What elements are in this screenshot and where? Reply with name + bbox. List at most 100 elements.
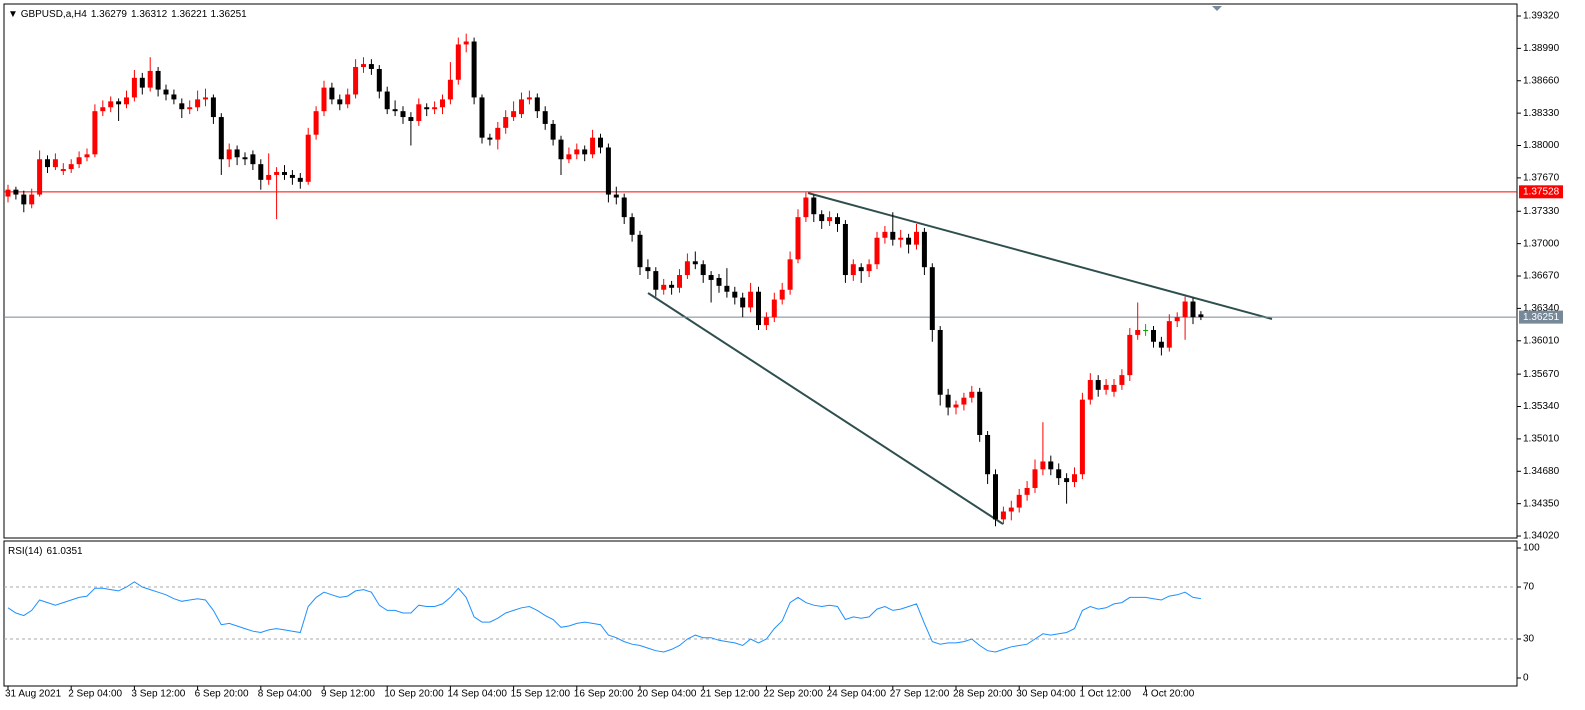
rsi-header: RSI(14) 61.0351 [8, 546, 83, 557]
candle-body [890, 231, 896, 240]
x-tick-label: 14 Sep 04:00 [447, 689, 507, 700]
rsi-title: RSI(14) [8, 546, 42, 557]
candle-body [487, 137, 493, 140]
candle-body [384, 91, 390, 110]
candle-body [424, 107, 430, 110]
y-tick-label: 1.37000 [1523, 238, 1560, 249]
candle-body [92, 111, 98, 155]
candle-body [811, 197, 817, 215]
candle-body [266, 174, 272, 180]
candle-body [969, 391, 975, 398]
candle-body [779, 289, 785, 300]
candle-body [45, 159, 50, 168]
symbol: GBPUSD,a,H4 [21, 9, 88, 20]
x-tick-label: 28 Sep 20:00 [953, 689, 1013, 700]
x-tick-label: 2 Sep 04:00 [68, 689, 122, 700]
x-tick-label: 6 Sep 20:00 [195, 689, 249, 700]
x-tick-label: 3 Sep 12:00 [131, 689, 185, 700]
candle-body [637, 234, 643, 268]
y-tick-label: 1.34350 [1523, 498, 1560, 509]
candle-body [874, 237, 880, 265]
candle-body [147, 70, 153, 88]
x-tick-label: 27 Sep 12:00 [890, 689, 950, 700]
candle-body [827, 217, 833, 222]
candle-body [732, 291, 738, 298]
x-tick-label: 21 Sep 12:00 [700, 689, 760, 700]
candle-body [21, 194, 27, 205]
candle-body [519, 99, 524, 115]
y-tick-label: 1.34020 [1523, 531, 1560, 542]
candle-body [289, 174, 295, 178]
candle-body [526, 97, 532, 100]
y-tick-label: 1.36010 [1523, 335, 1560, 346]
candle-body [258, 164, 264, 180]
candle-body [337, 99, 343, 105]
header-open: 1.36279 [91, 9, 128, 20]
candle-body [1079, 399, 1085, 475]
candle-body [321, 87, 327, 112]
candle-body [108, 101, 114, 108]
x-tick-label: 1 Oct 12:00 [1079, 689, 1131, 700]
candle-body [511, 111, 517, 118]
y-tick-label: 1.35010 [1523, 434, 1560, 445]
candle-body [345, 94, 351, 105]
y-tick-label: 1.35340 [1523, 401, 1560, 412]
bid-label: 1.36251 [1523, 312, 1560, 323]
candle-body [574, 149, 580, 155]
candle-body [171, 94, 177, 100]
candle-body [613, 194, 619, 198]
x-tick-label: 20 Sep 04:00 [637, 689, 697, 700]
candle-body [937, 329, 943, 395]
candle-body [961, 397, 967, 405]
candle-body [898, 237, 904, 240]
candle-body [866, 264, 872, 272]
candle-body [906, 237, 912, 245]
trend-line [647, 292, 1004, 525]
candle-body [203, 97, 208, 100]
candle-body [653, 271, 659, 290]
candle-body [76, 157, 82, 165]
trend-line [807, 192, 1273, 320]
candle-body [1040, 461, 1046, 470]
candle-body [353, 67, 359, 95]
candle-body [503, 117, 509, 128]
candle-body [1127, 334, 1133, 376]
candle-body [116, 101, 122, 105]
candle-body [771, 299, 777, 318]
candle-body [250, 154, 256, 165]
candle-body [534, 97, 540, 112]
candle-body [763, 317, 769, 326]
candle-body [605, 147, 611, 195]
candle-body [210, 97, 216, 118]
candle-body [361, 64, 366, 68]
x-tick-label: 31 Aug 2021 [5, 689, 62, 700]
candle-body [455, 44, 461, 80]
candle-body [274, 172, 280, 175]
candle-body [463, 41, 469, 45]
y-tick-label: 1.36340 [1523, 303, 1560, 314]
y-tick-label: 70 [1523, 582, 1535, 593]
candle-body [590, 137, 596, 155]
y-tick-label: 0 [1523, 673, 1529, 684]
header-high: 1.36312 [131, 9, 168, 20]
candle-body [1032, 469, 1038, 488]
x-tick-label: 16 Sep 20:00 [574, 689, 634, 700]
candle-body [1111, 384, 1117, 392]
candle-body [1016, 494, 1022, 508]
y-tick-label: 1.38000 [1523, 140, 1560, 151]
candle-body [447, 79, 453, 100]
candle-body [819, 214, 825, 222]
candle-body [835, 217, 840, 225]
candle-body [179, 103, 185, 110]
rsi-value: 61.0351 [46, 546, 83, 557]
candle-body [1048, 461, 1054, 470]
candle-body [139, 77, 145, 88]
candle-body [37, 159, 43, 195]
candle-body [195, 99, 201, 108]
candle-body [131, 77, 137, 98]
candle-body [400, 111, 406, 118]
candle-body [677, 275, 682, 288]
candle-body [60, 169, 66, 172]
